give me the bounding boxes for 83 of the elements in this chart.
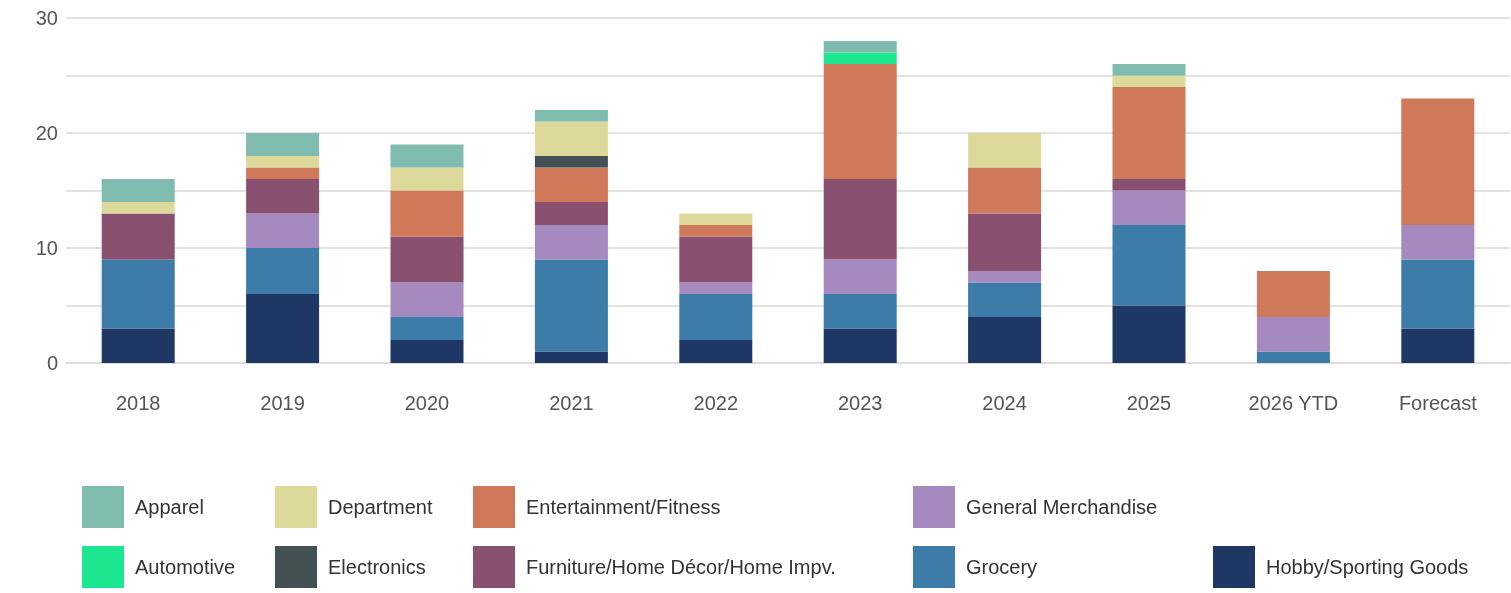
bar	[968, 133, 1042, 168]
legend-label: Hobby/Sporting Goods	[1266, 556, 1469, 578]
bar	[534, 121, 608, 156]
bar	[1112, 190, 1186, 225]
bar	[534, 351, 608, 363]
bar	[534, 167, 608, 202]
bar	[823, 41, 897, 53]
bar	[679, 340, 753, 363]
bar	[390, 236, 464, 283]
bar	[823, 64, 897, 179]
bar	[1401, 225, 1475, 260]
bar	[823, 52, 897, 64]
bar	[534, 202, 608, 225]
bar	[823, 179, 897, 260]
bar	[390, 340, 464, 363]
bar	[246, 179, 320, 214]
y-tick-label: 0	[46, 352, 58, 374]
x-tick-label: 2023	[837, 392, 883, 414]
bar	[534, 156, 608, 168]
bar	[1112, 75, 1186, 87]
bar	[968, 167, 1042, 214]
bar	[679, 294, 753, 340]
bar	[101, 179, 175, 202]
bar	[390, 167, 464, 191]
bar	[1256, 351, 1330, 363]
legend-label: Apparel	[135, 496, 204, 518]
bar	[1401, 328, 1475, 363]
bar	[1256, 271, 1330, 317]
bar	[390, 144, 464, 168]
bar	[534, 259, 608, 352]
bar	[968, 282, 1042, 317]
legend-label: Furniture/Home Décor/Home Impv.	[526, 556, 836, 578]
y-tick-label: 20	[35, 122, 58, 144]
bar	[101, 259, 175, 329]
x-tick-label: Forecast	[1398, 392, 1478, 414]
x-tick-label: 2025	[1126, 392, 1172, 414]
bar	[390, 190, 464, 237]
legend-label: General Merchandise	[966, 496, 1158, 518]
bar	[101, 328, 175, 363]
x-tick-label: 2026 YTD	[1248, 392, 1339, 414]
x-tick-label: 2020	[404, 392, 450, 414]
legend-label: Automotive	[135, 556, 236, 578]
legend-label: Department	[328, 496, 433, 518]
bar	[246, 156, 320, 168]
bar	[101, 202, 175, 214]
legend-label: Electronics	[328, 556, 426, 578]
bar	[246, 213, 320, 248]
bar	[968, 317, 1042, 363]
bar	[390, 282, 464, 317]
bar	[1112, 305, 1186, 363]
bar	[246, 133, 320, 156]
y-tick-label: 30	[35, 7, 58, 29]
x-tick-label: 2021	[549, 392, 594, 414]
legend-label: Grocery	[966, 556, 1038, 578]
x-tick-label: 2018	[115, 392, 161, 414]
bar	[679, 236, 753, 283]
bar	[968, 271, 1042, 283]
bar	[1112, 64, 1186, 76]
bar	[246, 294, 320, 363]
bar	[679, 225, 753, 237]
bar	[246, 167, 320, 179]
bar	[246, 248, 320, 294]
bar	[823, 294, 897, 329]
legend-label: Entertainment/Fitness	[526, 496, 721, 518]
y-tick-label: 10	[35, 237, 58, 259]
bar	[1112, 179, 1186, 191]
bar	[534, 225, 608, 260]
bar	[1112, 87, 1186, 179]
bar	[679, 282, 753, 294]
bar	[823, 259, 897, 294]
bar	[534, 110, 608, 122]
x-tick-label: 2024	[982, 392, 1027, 414]
x-tick-label: 2019	[260, 392, 305, 414]
x-tick-label: 2022	[693, 392, 739, 414]
bar	[968, 213, 1042, 271]
bar	[101, 213, 175, 260]
bar	[823, 328, 897, 363]
bar	[390, 317, 464, 340]
bar	[1112, 225, 1186, 306]
bar	[1256, 317, 1330, 352]
bar	[1401, 98, 1475, 225]
bar	[679, 213, 753, 225]
bar	[1401, 259, 1475, 329]
